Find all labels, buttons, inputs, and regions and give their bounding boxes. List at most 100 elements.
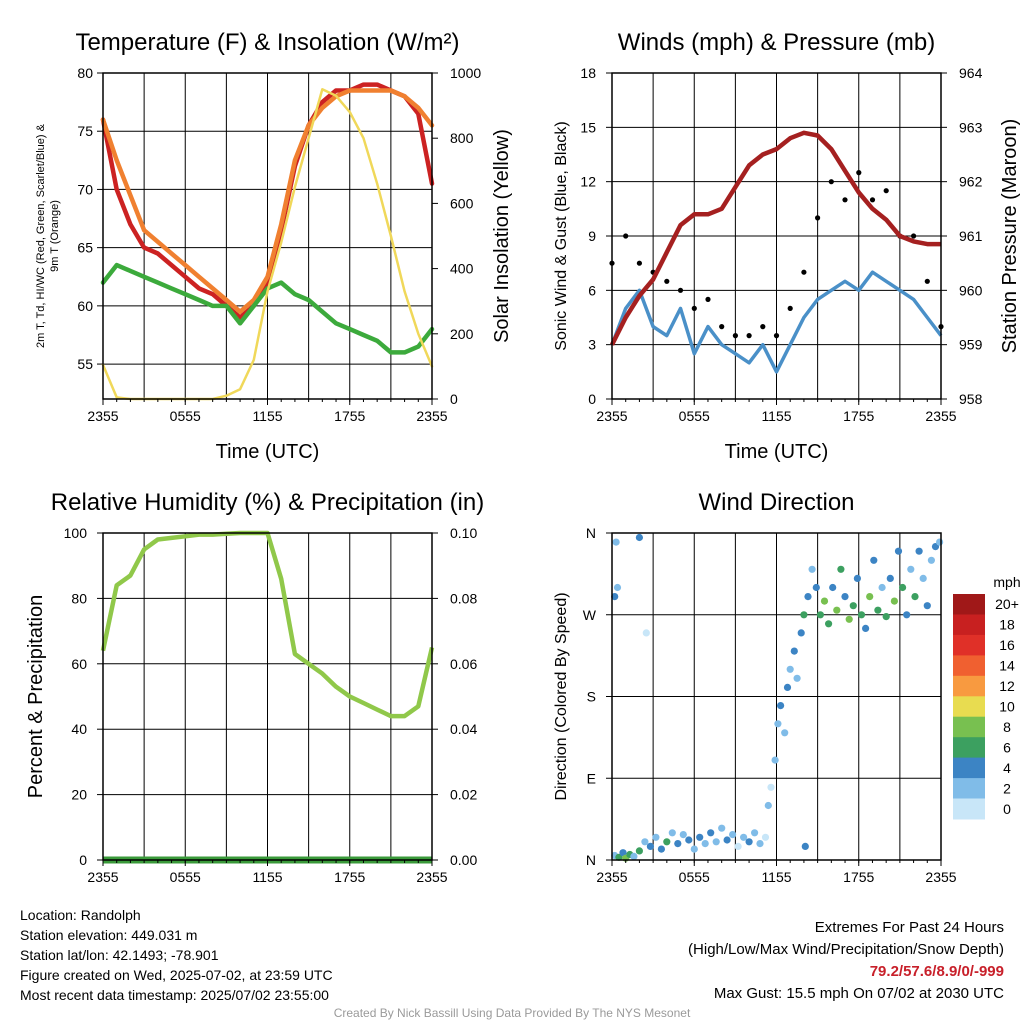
elevation-text: Station elevation: 449.031 m	[20, 927, 198, 943]
direction-point	[790, 647, 798, 655]
chart-title: Winds (mph) & Pressure (mb)	[618, 29, 935, 56]
series-line	[100, 88, 435, 314]
panel-3: Relative Humidity (%) & Precipitation (i…	[25, 489, 484, 885]
gust-point	[760, 324, 766, 330]
recent-data-text: Most recent data timestamp: 2025/07/02 2…	[20, 987, 329, 1003]
y-tick-label: 80	[71, 590, 87, 606]
colorbar-title: mph	[993, 574, 1020, 590]
direction-point	[793, 674, 801, 682]
y-tick-label: 65	[77, 240, 93, 256]
y-tick-label: N	[586, 852, 596, 868]
x-tick-label: 1155	[252, 869, 282, 885]
direction-point	[777, 702, 785, 710]
direction-point	[816, 611, 825, 619]
max-gust-text: Max Gust: 15.5 mph On 07/02 at 2030 UTC	[713, 985, 1004, 1002]
y-tick-label: W	[583, 607, 597, 623]
direction-point	[923, 602, 931, 610]
direction-point	[668, 829, 676, 837]
x-tick-label: 1755	[843, 869, 874, 885]
direction-point	[915, 547, 923, 555]
direction-point	[707, 829, 715, 837]
direction-point	[837, 565, 845, 573]
y-tick-label: 20	[71, 787, 87, 803]
x-tick-label: 0555	[170, 869, 201, 885]
direction-point	[771, 756, 779, 764]
y2-axis-label: Solar Insolation (Yellow)	[491, 129, 513, 343]
y-axis-label: Sonic Wind & Gust (Blue, Black)	[553, 121, 570, 350]
x-axis-label: Time (UTC)	[725, 441, 829, 463]
x-tick-label: 0555	[679, 869, 710, 885]
direction-point	[723, 836, 731, 844]
direction-point	[652, 833, 660, 841]
colorbar-label: 18	[999, 617, 1015, 633]
gust-point	[623, 233, 629, 239]
gust-point	[883, 188, 889, 194]
gust-point	[828, 179, 834, 185]
y-tick-label: 15	[580, 119, 596, 135]
y-tick-label: 3	[588, 337, 596, 353]
colorbar-swatch	[953, 737, 985, 759]
y2-tick-label: 0.02	[450, 787, 477, 803]
direction-point	[767, 783, 775, 791]
direction-point	[679, 831, 687, 839]
y-tick-label: 60	[71, 656, 87, 672]
gust-point	[869, 197, 876, 203]
direction-point	[642, 629, 650, 637]
direction-point	[804, 593, 812, 601]
direction-point	[899, 583, 907, 592]
panel-1: Temperature (F) & Insolation (W/m²) 55 60 6…	[35, 29, 513, 463]
gust-point	[746, 333, 752, 339]
y-tick-label: 80	[77, 65, 93, 81]
colorbar-label: 20+	[995, 596, 1019, 612]
x-tick-label: 2355	[87, 408, 118, 424]
gust-point	[924, 278, 930, 284]
direction-point	[800, 611, 808, 619]
y-tick-label: 18	[580, 65, 596, 81]
direction-point	[870, 556, 878, 564]
direction-point	[781, 729, 789, 737]
direction-point	[825, 620, 833, 628]
colorbar-label: 12	[999, 678, 1015, 694]
direction-point	[783, 683, 792, 692]
station-info: Location: Randolph Station elevation: 44…	[20, 905, 333, 1005]
panel-2: Winds (mph) & Pressure (mb) 0 3 6 9 12 15 18 958…	[553, 29, 1021, 463]
y2-tick-label: 0.08	[450, 590, 477, 606]
direction-point	[786, 665, 794, 673]
direction-point	[712, 838, 720, 846]
direction-point	[866, 593, 874, 601]
colorbar-swatch	[953, 696, 985, 718]
chart-title: Relative Humidity (%) & Precipitation (i…	[51, 489, 484, 516]
y2-tick-label: 600	[450, 195, 474, 211]
y-axis-label: 2m T, Td, HI/WC (Red, Green, Scarlet/Blu…	[35, 123, 47, 348]
y-tick-label: S	[587, 689, 596, 705]
y-axis-label-2: 9m T (Orange)	[49, 200, 61, 272]
direction-point	[657, 845, 666, 853]
y-tick-label: 12	[580, 174, 596, 190]
x-tick-label: 1755	[334, 408, 365, 424]
direction-point	[890, 597, 899, 605]
x-tick-label: 2355	[87, 869, 118, 885]
direction-point	[613, 583, 622, 592]
direction-point	[841, 593, 849, 601]
direction-point	[615, 853, 623, 861]
colorbar-swatch	[953, 798, 985, 820]
y2-tick-label: 961	[959, 228, 983, 244]
gust-point	[677, 287, 684, 293]
direction-point	[874, 606, 882, 614]
y-axis-label: Direction (Colored By Speed)	[553, 592, 570, 800]
y2-axis-label: Station Pressure (Maroon)	[999, 119, 1021, 354]
x-axis-label: Time (UTC)	[216, 441, 320, 463]
y2-tick-label: 0	[450, 391, 458, 407]
direction-point	[911, 593, 919, 601]
colorbar-swatch	[953, 675, 985, 697]
colorbar-label: 2	[1003, 780, 1011, 796]
latlon-text: Station lat/lon: 42.1493; -78.901	[20, 947, 219, 963]
direction-point	[808, 565, 816, 573]
direction-point	[919, 574, 927, 583]
y-tick-label: 6	[588, 282, 596, 298]
x-tick-label: 1755	[843, 408, 874, 424]
direction-point	[734, 842, 742, 851]
y2-tick-label: 1000	[450, 65, 481, 81]
extremes-legend: (High/Low/Max Wind/Precipitation/Snow De…	[688, 941, 1004, 958]
